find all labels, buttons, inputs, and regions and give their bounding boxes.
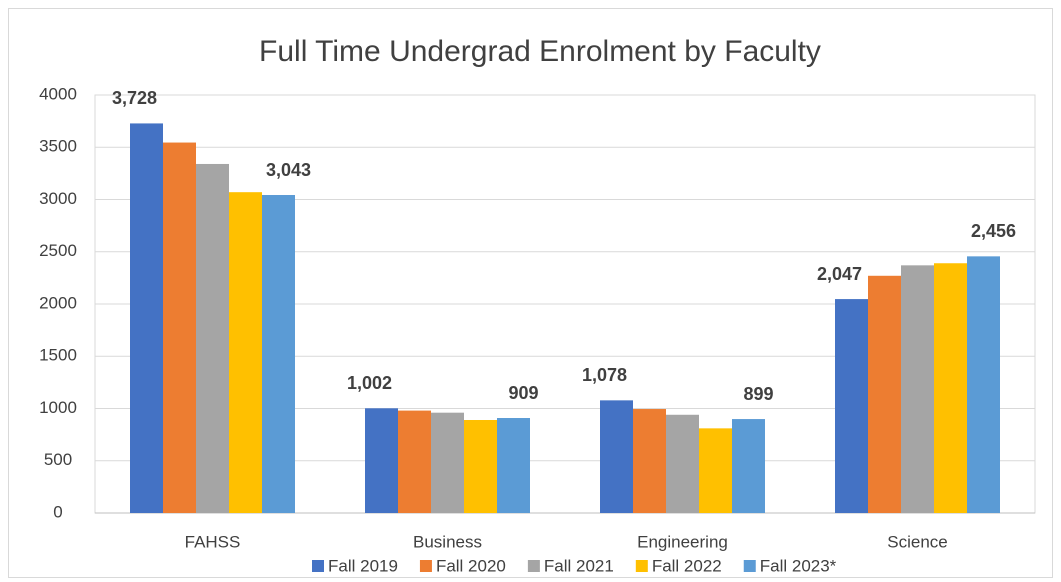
- bar: [732, 419, 765, 513]
- bar: [365, 408, 398, 513]
- y-tick-label: 1000: [39, 398, 77, 417]
- legend-label: Fall 2019: [328, 556, 398, 575]
- bar: [666, 414, 699, 513]
- legend-label: Fall 2021: [544, 556, 614, 575]
- bar: [868, 275, 901, 513]
- legend-swatch: [419, 560, 432, 572]
- data-label: 909: [508, 383, 538, 403]
- bar: [934, 263, 967, 513]
- y-tick-label: 1500: [39, 346, 77, 365]
- legend-label: Fall 2022: [652, 556, 722, 575]
- bar: [835, 299, 868, 513]
- y-tick-label: 3000: [39, 189, 77, 208]
- legend-swatch: [527, 560, 540, 572]
- bar: [398, 410, 431, 513]
- data-label: 899: [743, 384, 773, 404]
- legend-swatch: [312, 560, 324, 572]
- x-tick-label: Engineering: [637, 532, 728, 551]
- bar: [196, 163, 229, 513]
- bar: [262, 195, 295, 513]
- y-tick-label: 4000: [39, 84, 77, 103]
- y-tick-label: 0: [53, 502, 62, 521]
- legend-label: Fall 2020: [436, 556, 506, 575]
- x-tick-label: FAHSS: [185, 532, 241, 551]
- bar: [464, 419, 497, 513]
- data-label: 2,456: [971, 221, 1016, 241]
- legend-swatch: [743, 560, 756, 572]
- bar: [967, 256, 1000, 513]
- bar: [229, 192, 262, 513]
- data-label: 1,002: [347, 373, 392, 393]
- legend-swatch: [635, 560, 648, 572]
- y-tick-label: 3500: [39, 137, 77, 156]
- bar: [163, 142, 196, 514]
- data-label: 2,047: [817, 264, 862, 284]
- bar: [699, 428, 732, 513]
- data-label: 3,728: [112, 88, 157, 108]
- y-tick-label: 2500: [39, 241, 77, 260]
- legend-label: Fall 2023*: [760, 556, 837, 575]
- bar: [497, 418, 530, 513]
- bar: [130, 123, 163, 513]
- bar: [600, 400, 633, 513]
- y-tick-label: 500: [44, 450, 72, 469]
- x-tick-label: Science: [887, 532, 947, 551]
- bar: [901, 265, 934, 513]
- data-label: 1,078: [582, 365, 627, 385]
- x-tick-label: Business: [413, 532, 482, 551]
- y-tick-label: 2000: [39, 293, 77, 312]
- data-label: 3,043: [266, 160, 311, 180]
- bar: [431, 412, 464, 513]
- bar: [633, 409, 666, 513]
- chart-title: Full Time Undergrad Enrolment by Faculty: [259, 35, 821, 68]
